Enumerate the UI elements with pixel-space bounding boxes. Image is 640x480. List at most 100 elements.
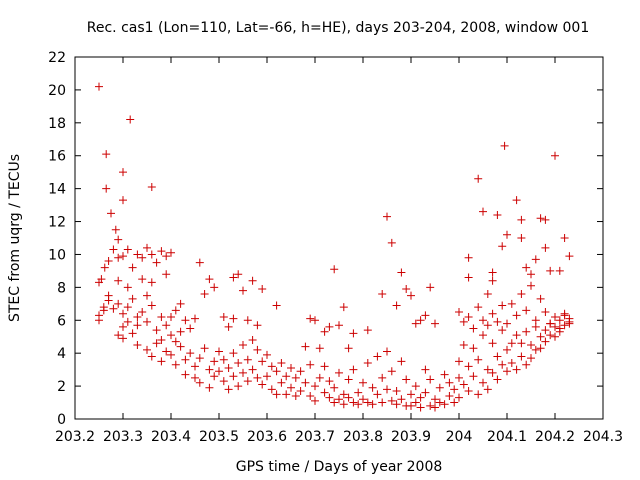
data-point-marker bbox=[147, 250, 156, 259]
data-point-marker bbox=[527, 270, 535, 279]
data-point-marker bbox=[97, 275, 106, 284]
data-point-marker bbox=[493, 210, 502, 219]
data-point-marker bbox=[167, 312, 175, 321]
data-point-marker bbox=[397, 268, 406, 277]
data-point-marker bbox=[354, 388, 363, 397]
data-point-marker bbox=[459, 380, 468, 389]
data-point-marker bbox=[119, 322, 127, 331]
data-point-marker bbox=[243, 316, 252, 325]
data-point-marker bbox=[349, 365, 358, 374]
data-point-marker bbox=[186, 349, 195, 358]
data-point-marker bbox=[411, 319, 420, 328]
data-point-marker bbox=[138, 275, 147, 284]
data-point-marker bbox=[459, 317, 468, 326]
y-tick-label: 14 bbox=[48, 182, 66, 198]
y-tick-label: 22 bbox=[48, 50, 66, 66]
data-point-marker bbox=[200, 289, 209, 298]
data-point-marker bbox=[123, 317, 132, 326]
data-point-marker bbox=[536, 214, 545, 223]
data-point-marker bbox=[330, 398, 339, 407]
data-point-marker bbox=[440, 370, 449, 379]
data-point-marker bbox=[287, 363, 295, 372]
data-point-marker bbox=[234, 359, 243, 368]
data-point-marker bbox=[315, 373, 324, 382]
data-point-marker bbox=[488, 309, 497, 318]
data-point-marker bbox=[416, 393, 425, 402]
data-point-marker bbox=[272, 301, 281, 310]
data-point-marker bbox=[517, 215, 526, 224]
data-point-marker bbox=[119, 168, 127, 177]
data-point-marker bbox=[387, 238, 396, 247]
data-point-marker bbox=[498, 301, 507, 310]
data-point-marker bbox=[498, 360, 507, 369]
data-point-marker bbox=[205, 383, 214, 392]
data-point-marker bbox=[498, 242, 507, 251]
data-point-marker bbox=[311, 316, 319, 325]
data-point-marker bbox=[392, 387, 401, 396]
y-tick-label: 18 bbox=[48, 116, 66, 132]
data-point-marker bbox=[119, 252, 127, 261]
data-point-marker bbox=[397, 357, 406, 366]
data-point-marker bbox=[277, 359, 286, 368]
data-point-marker bbox=[272, 367, 281, 376]
data-point-marker bbox=[560, 234, 569, 242]
data-point-marker bbox=[527, 340, 535, 349]
data-point-marker bbox=[128, 294, 137, 303]
data-point-marker bbox=[320, 388, 329, 397]
data-point-marker bbox=[258, 285, 267, 294]
data-point-marker bbox=[147, 278, 156, 287]
data-point-marker bbox=[215, 347, 223, 356]
data-point-marker bbox=[541, 243, 550, 252]
data-point-marker bbox=[373, 390, 382, 399]
data-point-marker bbox=[291, 373, 300, 382]
data-point-marker bbox=[445, 378, 454, 387]
y-tick-label: 12 bbox=[48, 215, 66, 231]
data-point-marker bbox=[143, 317, 151, 326]
data-point-marker bbox=[500, 141, 509, 150]
data-point-marker bbox=[469, 344, 478, 353]
data-point-marker bbox=[349, 398, 358, 407]
data-point-marker bbox=[325, 377, 334, 386]
data-point-marker bbox=[560, 321, 569, 330]
plot-frame bbox=[74, 56, 604, 420]
data-point-marker bbox=[171, 306, 180, 315]
data-point-marker bbox=[229, 273, 238, 282]
data-point-marker bbox=[258, 380, 267, 389]
y-axis-label: STEC from uqrg / TECUs bbox=[7, 154, 23, 322]
data-point-marker bbox=[224, 363, 233, 372]
data-point-marker bbox=[551, 332, 559, 341]
y-tick-label: 0 bbox=[57, 412, 66, 428]
y-tick-label: 2 bbox=[57, 379, 66, 395]
data-point-marker bbox=[330, 265, 339, 274]
x-tick-label: 203.3 bbox=[103, 429, 143, 445]
data-point-marker bbox=[503, 319, 511, 328]
data-point-marker bbox=[239, 286, 247, 295]
data-point-marker bbox=[488, 268, 497, 277]
data-point-marker bbox=[536, 344, 545, 353]
data-point-marker bbox=[109, 304, 118, 313]
data-point-marker bbox=[493, 317, 502, 326]
data-point-marker bbox=[282, 372, 291, 381]
data-point-marker bbox=[162, 321, 171, 330]
data-point-marker bbox=[335, 368, 343, 377]
data-point-marker bbox=[253, 345, 262, 354]
data-point-marker bbox=[455, 308, 463, 317]
data-point-marker bbox=[474, 303, 483, 312]
x-tick-label: 203.8 bbox=[343, 429, 383, 445]
data-point-marker bbox=[435, 398, 444, 407]
data-point-marker bbox=[464, 312, 473, 321]
data-point-marker bbox=[306, 360, 315, 369]
data-point-marker bbox=[383, 212, 391, 221]
data-point-marker bbox=[167, 248, 175, 257]
data-point-marker bbox=[267, 362, 276, 371]
data-point-marker bbox=[517, 234, 526, 242]
data-point-marker bbox=[138, 308, 147, 317]
data-point-marker bbox=[99, 306, 108, 315]
data-point-marker bbox=[335, 321, 343, 330]
data-point-marker bbox=[243, 355, 252, 364]
data-point-marker bbox=[296, 387, 305, 396]
data-point-marker bbox=[186, 324, 195, 333]
data-point-marker bbox=[464, 273, 473, 282]
data-point-marker bbox=[522, 263, 531, 272]
data-point-marker bbox=[383, 385, 391, 394]
